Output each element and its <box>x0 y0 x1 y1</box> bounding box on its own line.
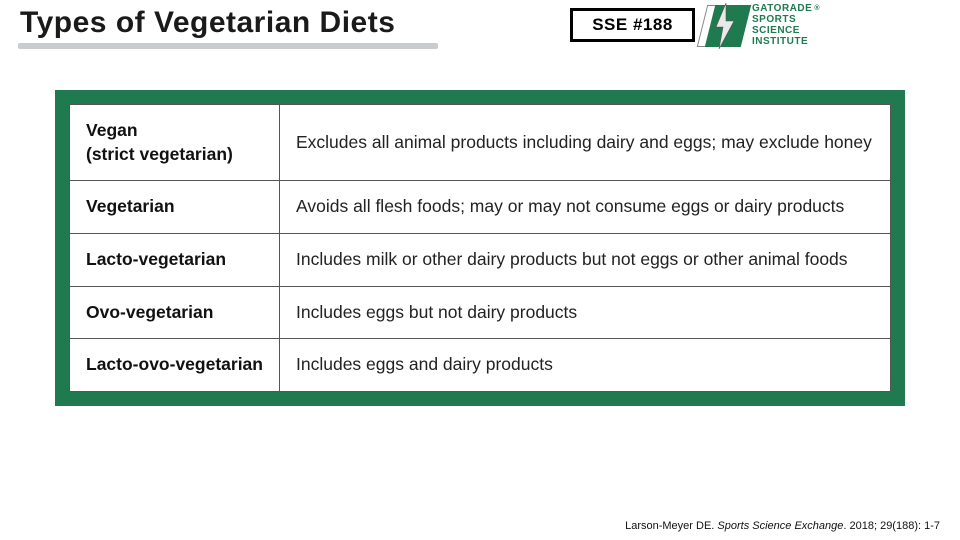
diet-term-label: Vegetarian <box>86 196 175 216</box>
logo-line3: SCIENCE <box>752 25 820 36</box>
page-title: Types of Vegetarian Diets <box>20 6 395 40</box>
diet-table: Vegan (strict vegetarian) Excludes all ani… <box>69 104 891 392</box>
diet-term: Ovo-vegetarian <box>70 286 280 339</box>
diet-definition: Avoids all flesh foods; may or may not c… <box>280 181 891 234</box>
table-row: Ovo-vegetarian Includes eggs but not dair… <box>70 286 891 339</box>
diet-term-label: Lacto-ovo-vegetarian <box>86 354 263 374</box>
diet-term-label: Ovo-vegetarian <box>86 302 213 322</box>
diet-table-frame: Vegan (strict vegetarian) Excludes all ani… <box>55 90 905 406</box>
table-row: Vegan (strict vegetarian) Excludes all ani… <box>70 105 891 181</box>
logo-line2: SPORTS <box>752 14 820 25</box>
logo-text: GATORADE® SPORTS SCIENCE INSTITUTE <box>752 3 820 47</box>
gssi-logo: GATORADE® SPORTS SCIENCE INSTITUTE <box>702 2 872 48</box>
diet-term-label: Lacto-vegetarian <box>86 249 226 269</box>
citation-author: Larson-Meyer DE. <box>625 520 717 532</box>
bolt-icon <box>702 3 746 47</box>
diet-definition: Includes milk or other dairy products bu… <box>280 233 891 286</box>
diet-term: Lacto-vegetarian <box>70 233 280 286</box>
citation-rest: . 2018; 29(188): 1-7 <box>843 520 940 532</box>
diet-term-sub: (strict vegetarian) <box>86 143 263 167</box>
logo-line1: GATORADE <box>752 3 812 14</box>
registered-icon: ® <box>814 5 820 12</box>
table-row: Vegetarian Avoids all flesh foods; may or… <box>70 181 891 234</box>
lightning-bolt-icon <box>710 3 740 49</box>
diet-term: Vegetarian <box>70 181 280 234</box>
title-underline <box>18 43 438 49</box>
diet-definition: Includes eggs and dairy products <box>280 339 891 392</box>
diet-definition: Includes eggs but not dairy products <box>280 286 891 339</box>
diet-term: Lacto-ovo-vegetarian <box>70 339 280 392</box>
table-row: Lacto-vegetarian Includes milk or other d… <box>70 233 891 286</box>
citation-journal: Sports Science Exchange <box>717 520 843 532</box>
slide-root: Types of Vegetarian Diets SSE #188 GATOR… <box>0 0 960 540</box>
diet-definition: Excludes all animal products including d… <box>280 105 891 181</box>
sse-badge: SSE #188 <box>570 8 695 42</box>
diet-term-label: Vegan <box>86 120 138 140</box>
table-row: Lacto-ovo-vegetarian Includes eggs and da… <box>70 339 891 392</box>
logo-line4: INSTITUTE <box>752 36 820 47</box>
citation: Larson-Meyer DE. Sports Science Exchange… <box>625 520 940 532</box>
diet-term: Vegan (strict vegetarian) <box>70 105 280 181</box>
